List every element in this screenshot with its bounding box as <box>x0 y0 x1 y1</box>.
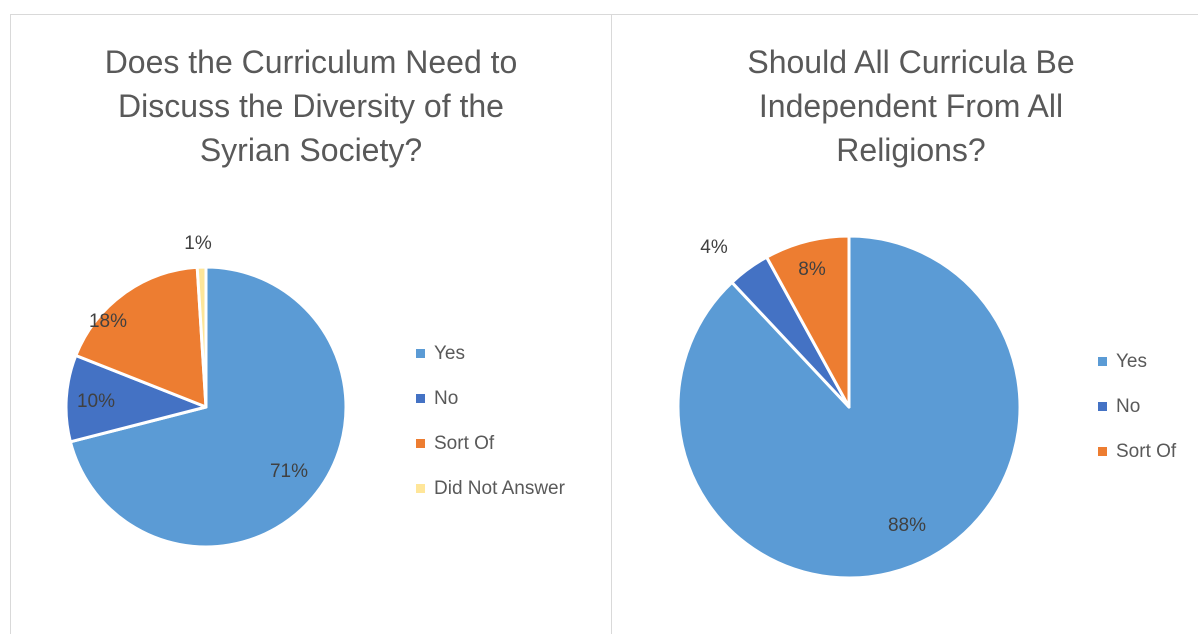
chart-title: Should All Curricula Be Independent From… <box>612 40 1198 172</box>
pie-slice-did-not-answer <box>195 265 208 409</box>
data-label-yes: 88% <box>888 515 926 536</box>
legend-label: Sort Of <box>1116 440 1177 462</box>
chart-title-line: Discuss the Diversity of the <box>118 88 504 124</box>
legend-item-yes: Yes <box>1098 339 1176 384</box>
data-label-sort-of: 8% <box>798 259 826 280</box>
chart-title: Does the Curriculum Need to Discuss the … <box>11 40 611 172</box>
data-label-sort-of: 18% <box>89 311 127 332</box>
chart-title-line: Syrian Society? <box>199 132 423 168</box>
legend-label: Did Not Answer <box>434 477 565 499</box>
legend-item-no: No <box>1098 384 1176 429</box>
legend-label: No <box>1116 395 1141 417</box>
legend-item-yes: Yes <box>416 331 565 376</box>
data-label-no: 4% <box>700 237 728 258</box>
legend-swatch <box>1098 402 1107 411</box>
legend-swatch <box>1098 357 1107 366</box>
legend-label: Yes <box>434 342 465 364</box>
chart-panel-religion: Should All Curricula Be Independent From… <box>611 14 1198 634</box>
pie-chart-religion: 88% 4% 8% <box>676 234 1022 580</box>
chart-title-line: Independent From All <box>758 88 1064 124</box>
chart-title-line: Does the Curriculum Need to <box>104 44 518 80</box>
legend-swatch <box>416 349 425 358</box>
legend-label: No <box>434 387 459 409</box>
pie-slice-sort-of <box>765 234 851 409</box>
legend-item-sort-of: Sort Of <box>1098 429 1176 474</box>
legend-label: Sort Of <box>434 432 495 454</box>
legend-swatch <box>1098 447 1107 456</box>
chart-title-line: Should All Curricula Be <box>747 44 1075 80</box>
chart-panel-diversity: Does the Curriculum Need to Discuss the … <box>10 14 612 634</box>
chart-legend: Yes No Sort Of <box>1098 339 1176 474</box>
pie-chart-diversity: 71% 10% 18% 1% <box>64 233 348 549</box>
chart-title-line: Religions? <box>836 132 986 168</box>
legend-item-did-not-answer: Did Not Answer <box>416 466 565 511</box>
pie-slice-yes <box>68 265 348 549</box>
data-label-yes: 71% <box>270 461 308 482</box>
pie-slice-yes <box>676 234 1022 580</box>
pie-slice-sort-of <box>74 265 208 409</box>
legend-label: Yes <box>1116 350 1147 372</box>
chart-legend: Yes No Sort Of Did Not Answer <box>416 331 565 511</box>
legend-item-no: No <box>416 376 565 421</box>
data-label-did-not-answer: 1% <box>184 233 212 254</box>
legend-swatch <box>416 484 425 493</box>
legend-swatch <box>416 439 425 448</box>
data-label-no: 10% <box>77 391 115 412</box>
pie-slice-no <box>64 353 208 444</box>
legend-swatch <box>416 394 425 403</box>
legend-item-sort-of: Sort Of <box>416 421 565 466</box>
